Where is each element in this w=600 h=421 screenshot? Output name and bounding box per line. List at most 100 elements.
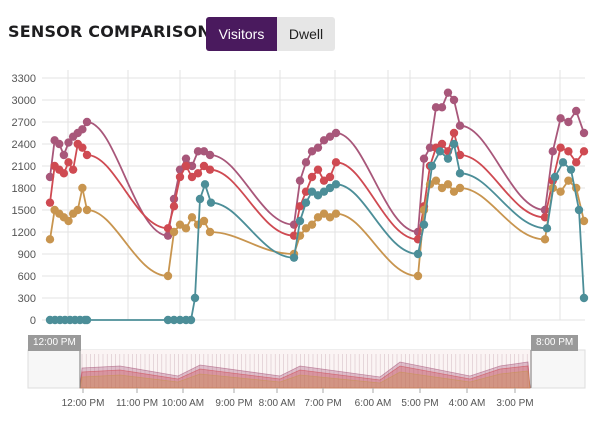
data-point <box>307 220 317 229</box>
data-point <box>579 293 589 303</box>
data-point <box>431 176 441 185</box>
y-tick-label: 2100 <box>12 161 36 173</box>
data-point <box>455 121 465 130</box>
data-point <box>301 187 311 196</box>
y-tick-label: 3000 <box>12 95 36 107</box>
data-point <box>307 172 317 182</box>
y-tick-label: 3300 <box>12 73 36 85</box>
data-point <box>449 139 459 149</box>
data-point <box>449 95 459 105</box>
data-point <box>45 235 55 244</box>
data-point <box>564 147 573 156</box>
data-point <box>187 213 197 222</box>
x-axis-label: 5:00 PM <box>401 398 438 409</box>
data-point <box>319 136 329 145</box>
data-point <box>437 183 447 193</box>
data-point <box>186 315 196 325</box>
data-point <box>449 187 459 196</box>
data-point <box>78 143 87 152</box>
x-axis-label: 9:00 PM <box>215 398 252 409</box>
data-point <box>313 143 323 152</box>
data-point <box>319 187 329 196</box>
data-point <box>205 150 215 160</box>
data-point <box>574 205 584 215</box>
tab-dwell[interactable]: Dwell <box>277 17 335 51</box>
data-point <box>572 106 581 116</box>
data-point <box>175 220 185 229</box>
data-point <box>295 216 305 226</box>
data-point <box>443 180 453 189</box>
data-point <box>313 191 323 200</box>
y-tick-label: 600 <box>18 271 36 283</box>
data-point <box>181 154 191 163</box>
data-point <box>427 161 437 171</box>
data-point <box>449 128 459 138</box>
data-point <box>419 154 429 163</box>
data-point <box>556 114 565 123</box>
data-point <box>413 271 423 281</box>
y-tick-label: 2700 <box>12 117 36 129</box>
data-point <box>572 158 581 167</box>
data-point <box>319 209 329 218</box>
data-point <box>169 202 179 211</box>
data-point <box>443 154 453 163</box>
data-point <box>540 213 550 222</box>
data-point <box>163 231 173 240</box>
x-axis-label: 7:00 PM <box>304 398 341 409</box>
data-point <box>73 205 82 215</box>
y-tick-label: 1200 <box>12 227 36 239</box>
data-point <box>413 249 423 259</box>
data-point <box>187 161 197 171</box>
data-point <box>301 198 311 207</box>
data-point <box>59 150 69 160</box>
y-tick-label: 1800 <box>12 183 36 195</box>
data-point <box>199 216 209 226</box>
data-point <box>542 224 552 233</box>
data-point <box>301 224 311 233</box>
data-point <box>205 165 215 174</box>
x-axis-label: 11:00 PM <box>116 398 158 409</box>
data-point <box>443 88 453 97</box>
data-point <box>169 315 179 325</box>
data-point <box>187 172 197 182</box>
data-point <box>331 128 341 138</box>
series-line <box>50 140 585 321</box>
data-point <box>431 103 441 112</box>
data-point <box>200 180 210 189</box>
data-point <box>163 315 173 325</box>
data-point <box>556 187 565 196</box>
navigator-end-label: 8:00 PM <box>531 335 579 351</box>
tab-visitors[interactable]: Visitors <box>206 17 277 51</box>
data-point <box>78 125 87 134</box>
data-point <box>175 315 185 325</box>
data-point <box>325 183 335 193</box>
data-point <box>169 227 179 237</box>
data-point <box>419 220 429 229</box>
data-point <box>55 139 64 149</box>
data-point <box>205 227 215 237</box>
data-point <box>435 147 445 156</box>
y-tick-label: 2400 <box>12 139 36 151</box>
data-point <box>181 161 191 171</box>
x-axis-label: 8:00 AM <box>259 398 296 409</box>
data-point <box>540 235 550 244</box>
data-point <box>313 213 323 222</box>
data-point <box>566 165 576 174</box>
data-point <box>579 216 589 226</box>
x-axis-label: 4:00 AM <box>449 398 486 409</box>
data-point <box>175 172 185 182</box>
y-tick-label: 300 <box>18 293 36 305</box>
data-point <box>82 150 92 160</box>
data-point <box>558 158 568 167</box>
navigator-start-label: 12:00 PM <box>28 335 81 351</box>
data-point <box>331 158 341 167</box>
x-axis-label: 10:00 AM <box>162 398 204 409</box>
data-point <box>301 158 311 167</box>
page-title: SENSOR COMPARISON <box>8 22 211 41</box>
data-point <box>199 161 209 171</box>
data-point <box>455 169 465 178</box>
data-point <box>45 198 55 207</box>
data-point <box>455 150 465 160</box>
